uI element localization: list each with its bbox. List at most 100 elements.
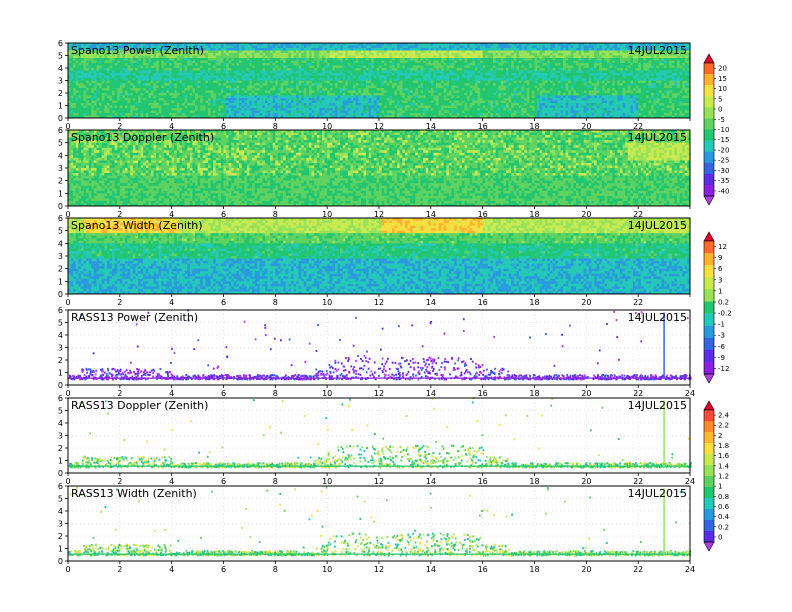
data-point bbox=[538, 553, 541, 556]
data-point bbox=[181, 553, 184, 556]
data-point bbox=[110, 456, 113, 459]
data-point bbox=[83, 544, 86, 547]
data-point bbox=[99, 368, 102, 371]
data-point bbox=[117, 461, 120, 464]
y-tick-label: 4 bbox=[58, 64, 63, 73]
data-point bbox=[100, 546, 103, 549]
data-point bbox=[670, 464, 673, 467]
data-point bbox=[329, 461, 332, 464]
data-point bbox=[400, 459, 403, 462]
data-point bbox=[175, 551, 178, 554]
colorbar-label: -20 bbox=[718, 146, 729, 154]
data-point bbox=[572, 374, 575, 377]
data-point bbox=[187, 466, 190, 469]
data-point bbox=[557, 462, 560, 465]
data-point bbox=[448, 456, 451, 459]
x-tick-label: 0 bbox=[65, 210, 70, 219]
data-point bbox=[331, 554, 334, 557]
data-point bbox=[279, 466, 281, 469]
data-point bbox=[572, 466, 575, 469]
data-point bbox=[320, 464, 323, 467]
data-point bbox=[296, 462, 299, 465]
data-point bbox=[412, 463, 415, 466]
data-point bbox=[577, 374, 579, 377]
data-point bbox=[225, 374, 228, 377]
data-point bbox=[610, 550, 613, 553]
data-point bbox=[435, 362, 438, 365]
data-point bbox=[490, 462, 493, 465]
data-point bbox=[430, 321, 432, 323]
data-point bbox=[425, 362, 427, 365]
data-point bbox=[424, 455, 427, 458]
data-point bbox=[610, 374, 613, 377]
data-point bbox=[126, 543, 129, 546]
data-point bbox=[588, 554, 591, 557]
data-point bbox=[498, 545, 501, 548]
colorbar-swatch bbox=[704, 498, 714, 510]
x-tick-label: 4 bbox=[169, 389, 174, 398]
y-tick-label: 5 bbox=[58, 139, 63, 148]
data-point bbox=[420, 458, 423, 461]
data-point bbox=[398, 376, 401, 379]
data-point bbox=[117, 547, 120, 550]
data-point bbox=[572, 462, 574, 465]
data-point bbox=[389, 465, 391, 468]
data-point bbox=[401, 356, 404, 359]
data-point bbox=[225, 554, 228, 557]
data-point bbox=[92, 369, 94, 372]
data-point bbox=[200, 537, 202, 540]
data-point bbox=[100, 375, 103, 378]
data-point bbox=[116, 549, 119, 552]
data-point bbox=[136, 464, 139, 467]
data-point bbox=[267, 554, 270, 557]
data-point bbox=[239, 374, 242, 377]
data-point bbox=[333, 550, 336, 553]
data-point bbox=[405, 554, 408, 557]
data-point bbox=[431, 365, 434, 368]
data-point bbox=[195, 466, 198, 469]
data-point bbox=[203, 463, 206, 466]
data-point bbox=[201, 466, 204, 469]
data-point bbox=[332, 378, 334, 380]
data-point bbox=[116, 369, 119, 372]
data-point bbox=[77, 550, 79, 553]
data-point bbox=[371, 445, 374, 448]
data-point bbox=[656, 554, 659, 557]
data-point bbox=[471, 462, 474, 465]
data-point bbox=[619, 551, 622, 554]
data-point bbox=[69, 493, 72, 496]
data-point bbox=[115, 488, 118, 491]
data-point bbox=[378, 546, 381, 549]
data-point bbox=[516, 466, 519, 468]
data-point bbox=[91, 457, 93, 460]
data-point bbox=[153, 463, 156, 466]
data-point bbox=[531, 551, 534, 554]
data-point bbox=[187, 319, 190, 322]
data-point bbox=[494, 376, 497, 379]
data-point bbox=[426, 376, 429, 379]
data-point bbox=[97, 464, 100, 467]
data-point bbox=[241, 378, 243, 381]
data-point bbox=[568, 550, 570, 553]
data-point bbox=[367, 536, 370, 539]
y-tick-label: 1 bbox=[58, 457, 63, 466]
data-point bbox=[495, 463, 498, 465]
data-point bbox=[211, 466, 214, 469]
data-point bbox=[303, 375, 306, 378]
data-point bbox=[515, 375, 518, 377]
colorbar-swatch bbox=[704, 63, 714, 75]
data-point bbox=[639, 374, 642, 377]
data-point bbox=[206, 550, 209, 552]
data-point bbox=[125, 369, 128, 372]
data-point bbox=[671, 375, 674, 378]
data-point bbox=[588, 466, 590, 469]
data-point bbox=[414, 541, 417, 544]
data-point bbox=[114, 528, 117, 531]
colorbar-label: -35 bbox=[718, 177, 729, 185]
data-point bbox=[82, 463, 84, 466]
colorbar-swatch bbox=[704, 337, 714, 351]
data-point bbox=[158, 546, 161, 549]
data-point bbox=[436, 540, 438, 543]
data-point bbox=[207, 554, 209, 557]
data-point bbox=[493, 373, 496, 375]
